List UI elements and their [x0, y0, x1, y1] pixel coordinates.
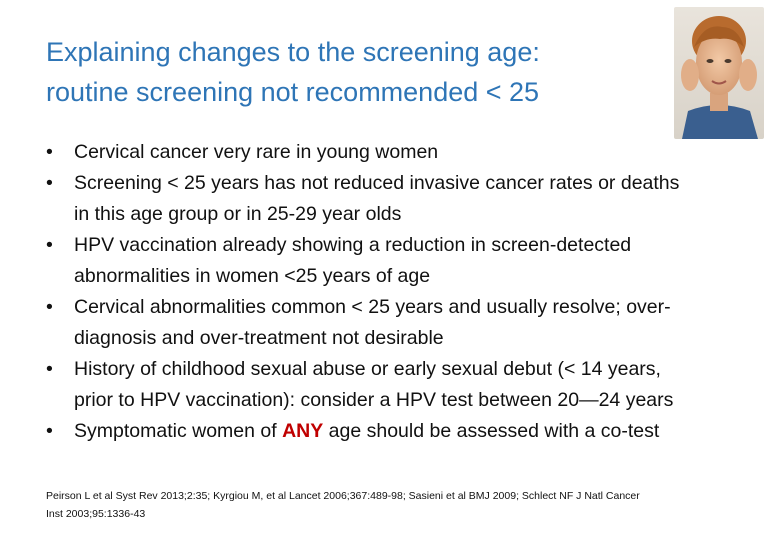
bullet-marker: • [46, 296, 53, 318]
list-item: • Screening < 25 years has not reduced i… [46, 168, 766, 230]
list-item: • HPV vaccination already showing a redu… [46, 230, 766, 292]
bullet-text: Symptomatic women of ANY age should be a… [74, 416, 766, 447]
bullet-marker: • [46, 172, 53, 194]
emphasis-text: ANY [282, 420, 324, 442]
list-item: • Cervical abnormalities common < 25 yea… [46, 292, 766, 354]
bullet-marker: • [46, 141, 53, 163]
title-line-1: Explaining changes to the screening age: [46, 37, 540, 67]
bullet-text: in this age group or in 25-29 year olds [74, 203, 402, 225]
bullet-text: Screening < 25 years has not reduced inv… [74, 172, 680, 194]
slide-title: Explaining changes to the screening age:… [46, 32, 666, 112]
bullet-marker: • [46, 420, 53, 442]
bullet-text: prior to HPV vaccination): consider a HP… [74, 389, 674, 411]
bullet-text-before: Symptomatic women of [74, 420, 283, 442]
bullet-text: abnormalities in women <25 years of age [74, 265, 431, 287]
bullet-text: HPV vaccination already showing a reduct… [74, 234, 632, 256]
bullet-text-after: age should be assessed with a co-test [323, 420, 660, 442]
bullet-text: History of childhood sexual abuse or ear… [74, 358, 661, 380]
title-line-2: routine screening not recommended < 25 [46, 77, 540, 107]
list-item: • Symptomatic women of ANY age should be… [46, 416, 766, 447]
bullet-list: • Cervical cancer very rare in young wom… [46, 137, 766, 447]
bullet-text: Cervical cancer very rare in young women [74, 141, 439, 163]
portrait-photo-icon [674, 7, 764, 139]
reference-line-2: Inst 2003;95:1336-43 [46, 508, 146, 520]
bullet-marker: • [46, 234, 53, 256]
reference-line-1: Peirson L et al Syst Rev 2013;2:35; Kyrg… [46, 490, 640, 502]
list-item: • Cervical cancer very rare in young wom… [46, 137, 766, 168]
references: Peirson L et al Syst Rev 2013;2:35; Kyrg… [46, 487, 766, 523]
bullet-text: diagnosis and over-treatment not desirab… [74, 327, 444, 349]
bullet-text: Cervical abnormalities common < 25 years… [74, 296, 671, 318]
bullet-marker: • [46, 358, 53, 380]
list-item: • History of childhood sexual abuse or e… [46, 354, 766, 416]
portrait-photo [674, 7, 764, 139]
